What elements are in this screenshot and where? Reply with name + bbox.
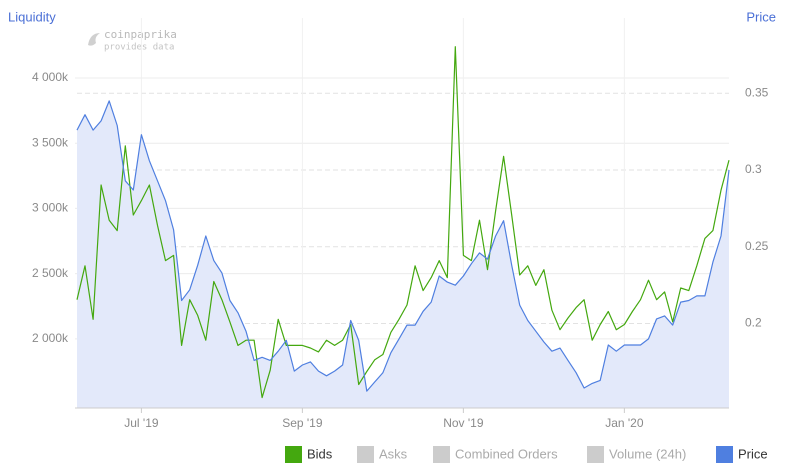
legend-swatch[interactable] <box>716 446 733 463</box>
legend-label[interactable]: Price <box>738 446 768 461</box>
legend-swatch[interactable] <box>285 446 302 463</box>
x-tick-label: Sep '19 <box>282 416 323 430</box>
legend-swatch[interactable] <box>587 446 604 463</box>
legend-label[interactable]: Asks <box>379 446 408 461</box>
y2-tick-label: 0.25 <box>745 239 769 253</box>
legend-swatch[interactable] <box>433 446 450 463</box>
y-tick-label: 2 500k <box>32 266 69 280</box>
y-tick-label: 3 000k <box>32 201 69 215</box>
watermark-logo <box>88 33 100 46</box>
y-tick-label: 3 500k <box>32 135 69 149</box>
x-tick-label: Jan '20 <box>605 416 644 430</box>
watermark-sub: provides data <box>104 43 174 53</box>
y2-axis-title: Price <box>746 9 776 24</box>
series-line <box>76 46 730 399</box>
series-line <box>76 100 730 392</box>
legend-swatch[interactable] <box>357 446 374 463</box>
legend-label[interactable]: Bids <box>307 446 333 461</box>
y2-tick-label: 0.3 <box>745 162 762 176</box>
y-tick-label: 2 000k <box>32 331 69 345</box>
x-tick-label: Jul '19 <box>124 416 159 430</box>
price-area <box>77 100 729 409</box>
legend-label[interactable]: Combined Orders <box>455 446 558 461</box>
watermark: coinpaprika <box>104 28 177 41</box>
legend-label[interactable]: Volume (24h) <box>609 446 686 461</box>
y-axis-title: Liquidity <box>8 9 56 24</box>
x-tick-label: Nov '19 <box>443 416 484 430</box>
y2-tick-label: 0.35 <box>745 85 769 99</box>
y2-tick-label: 0.2 <box>745 316 762 330</box>
y-tick-label: 4 000k <box>32 70 69 84</box>
